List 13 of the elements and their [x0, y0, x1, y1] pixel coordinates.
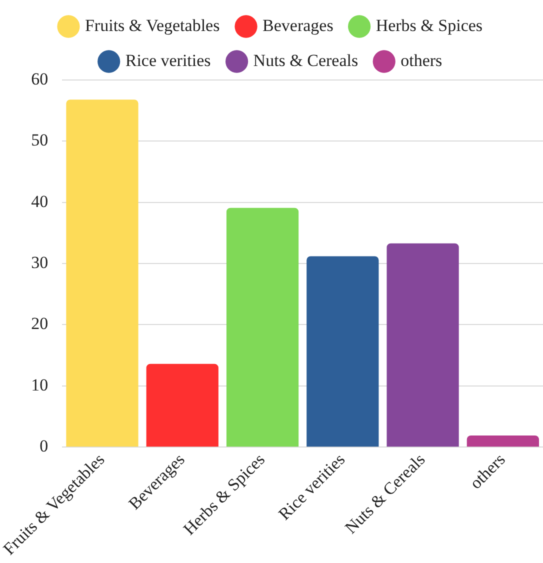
y-tick-label: 40	[31, 192, 48, 211]
y-tick-label: 30	[31, 253, 48, 272]
legend-label: Beverages	[262, 16, 334, 35]
y-tick-label: 20	[31, 314, 48, 334]
y-tick-label: 60	[31, 69, 48, 88]
legend-label: Herbs & Spices	[376, 16, 483, 35]
legend-label: Fruits & Vegetables	[84, 16, 220, 35]
y-tick-label: 50	[31, 130, 48, 150]
legend-label: Rice verities	[125, 50, 211, 70]
legend-label: Nuts & Cereals	[253, 50, 358, 70]
legend-label: others	[400, 50, 442, 70]
y-tick-label: 10	[31, 375, 48, 394]
y-tick-label: 0	[40, 436, 48, 456]
